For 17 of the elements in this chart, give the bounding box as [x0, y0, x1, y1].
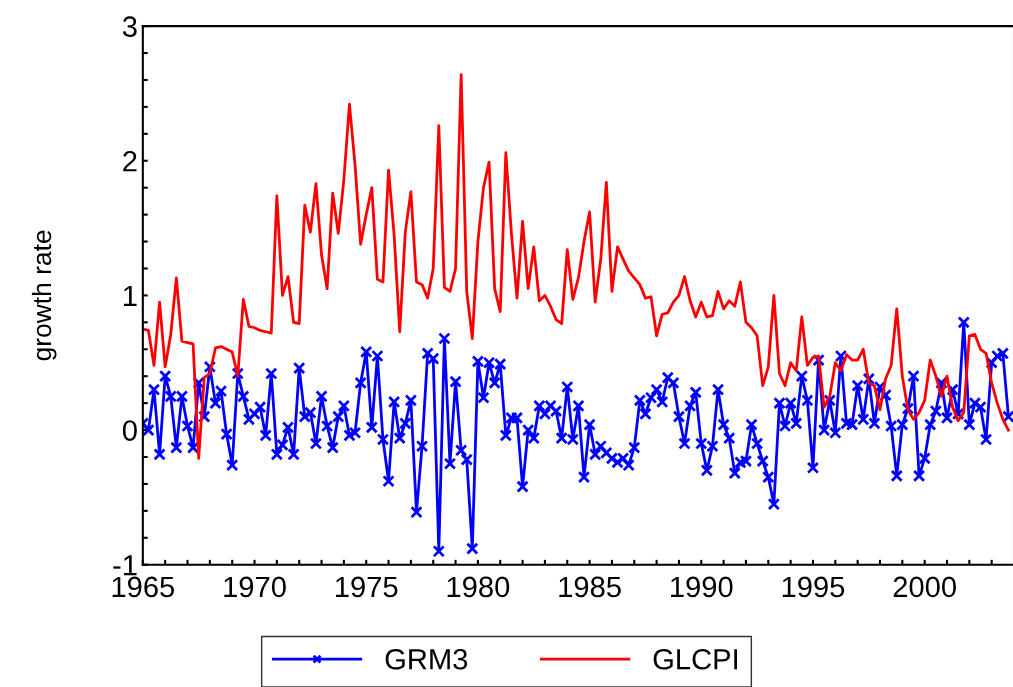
x-tick-label: 1980 — [447, 576, 510, 598]
x-tick-label: 1995 — [782, 576, 845, 598]
y-tick-label: 2 — [123, 150, 137, 172]
x-tick-label: 1990 — [671, 576, 733, 598]
x-tick-label: 1965 — [112, 576, 175, 598]
y-axis-title: growth rate — [31, 230, 57, 361]
line-series — [142, 73, 1010, 460]
x-tick-label: 1975 — [336, 576, 398, 598]
legend-label: GRM3 — [385, 648, 468, 670]
legend-label: GLCPI — [653, 648, 737, 670]
x-tick-label: 1985 — [559, 576, 621, 598]
y-tick-label: -1 — [113, 555, 137, 576]
x-tick-label: 1970 — [224, 576, 286, 598]
y-tick-label: 1 — [123, 285, 137, 306]
y-tick-label: 0 — [122, 420, 137, 441]
y-tick-label: 3 — [122, 16, 137, 37]
x-tick-label: 2000 — [893, 576, 956, 598]
